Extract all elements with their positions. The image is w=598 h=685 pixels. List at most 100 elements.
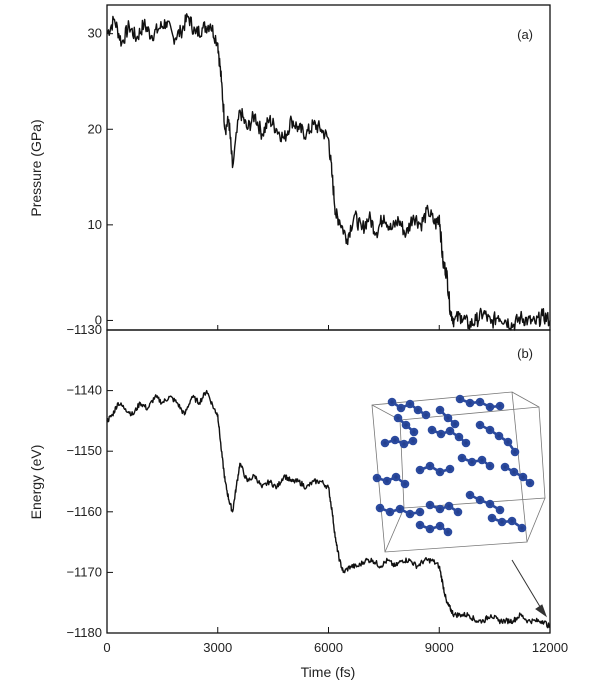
molecule-atom: [475, 420, 485, 430]
panel-b-label: (b): [517, 346, 533, 361]
panel-b-x-ticks: 0 3000 6000 9000 12000: [103, 627, 568, 655]
panel-b-frame: [106, 329, 551, 634]
molecule-atom: [415, 520, 425, 530]
panel-a-y-ticks: 0 10 20 30: [88, 26, 551, 330]
panel-b: −1130 −1140 −1150 −1160 −1170 −1180 0 3000 6000…: [28, 322, 568, 680]
molecule-atom: [399, 439, 409, 449]
molecule-atom: [395, 504, 405, 514]
molecule-atom: [391, 472, 401, 482]
molecule-atom: [445, 426, 455, 436]
molecule-atom: [393, 413, 403, 423]
panel-b-ytick-label: −1170: [66, 564, 102, 579]
molecule-atom: [413, 405, 423, 415]
molecule-atom: [487, 513, 497, 523]
panel-a-ytick-label: 20: [88, 121, 102, 136]
inset-unit-cell-box: [371, 391, 546, 553]
molecule-atom: [382, 476, 392, 486]
molecule-atom: [495, 505, 505, 515]
molecule-atom: [454, 432, 464, 442]
molecule-atom: [485, 425, 495, 435]
molecule-bond: [503, 465, 532, 485]
molecule-atom: [372, 473, 382, 483]
panel-b-xtick-label: 3000: [203, 640, 232, 655]
molecule-atom: [415, 465, 425, 475]
molecule-atom: [401, 420, 411, 430]
molecule-atom: [400, 479, 410, 489]
molecule-atom: [375, 503, 385, 513]
panel-a-label: (a): [517, 27, 533, 42]
molecule-atom: [415, 507, 425, 517]
molecule-atom: [390, 435, 400, 445]
molecule-bond: [383, 438, 415, 446]
molecule-atom: [509, 467, 519, 477]
molecule-atom: [408, 436, 418, 446]
molecule-atom: [436, 429, 446, 439]
panel-a-ytick-label: 0: [95, 312, 102, 327]
molecule-atom: [425, 524, 435, 534]
molecule-atom: [435, 405, 445, 415]
molecule-atom: [485, 461, 495, 471]
panel-a-ytick-label: 30: [88, 26, 102, 41]
molecule-atom: [405, 509, 415, 519]
molecule-atom: [517, 523, 527, 533]
molecule-atom: [477, 455, 487, 465]
molecule-atom: [405, 399, 415, 409]
panel-b-ytick-label: −1130: [66, 322, 102, 337]
panel-a-ylabel: Pressure (GPa): [28, 119, 44, 216]
molecule-atom: [525, 478, 535, 488]
molecule-bond: [490, 516, 524, 530]
molecule-bond: [460, 456, 492, 468]
panel-b-ytick-label: −1180: [66, 625, 102, 640]
inset-molecules: [372, 394, 535, 537]
molecule-bond: [468, 493, 502, 512]
molecule-atom: [465, 490, 475, 500]
molecule-atom: [421, 410, 431, 420]
panel-b-ytick-label: −1160: [66, 504, 102, 519]
molecule-atom: [444, 501, 454, 511]
panel-b-xtick-label: 12000: [532, 640, 568, 655]
molecule-atom: [425, 500, 435, 510]
panel-a: 0 10 20 30 Pressure (GPa) (a): [28, 4, 551, 331]
molecule-atom: [500, 462, 510, 472]
panel-b-ytick-label: −1140: [66, 383, 102, 398]
molecule-atom: [467, 457, 477, 467]
molecule-bond: [428, 503, 460, 514]
panel-b-ylabel: Energy (eV): [28, 445, 44, 520]
panel-b-ytick-label: −1150: [66, 443, 102, 458]
molecule-atom: [445, 464, 455, 474]
molecule-atom: [485, 499, 495, 509]
molecule-atom: [425, 461, 435, 471]
molecule-atom: [497, 517, 507, 527]
panel-b-y-ticks: −1130 −1140 −1150 −1160 −1170 −1180: [66, 322, 113, 640]
molecule-atom: [485, 402, 495, 412]
molecule-atom: [435, 521, 445, 531]
molecule-atom: [507, 516, 517, 526]
molecule-atom: [510, 447, 520, 457]
molecule-atom: [443, 527, 453, 537]
molecule-atom: [380, 438, 390, 448]
molecule-atom: [443, 413, 453, 423]
molecule-atom: [465, 398, 475, 408]
panel-a-series-line: [106, 13, 551, 331]
molecule-atom: [453, 507, 463, 517]
panel-b-xlabel: Time (fs): [301, 664, 356, 680]
molecule-atom: [427, 425, 437, 435]
molecule-bond: [375, 475, 407, 486]
molecule-atom: [435, 504, 445, 514]
panel-a-frame: [106, 4, 551, 331]
molecule-bond: [418, 523, 450, 534]
panel-b-xtick-label: 9000: [425, 640, 454, 655]
molecule-atom: [475, 495, 485, 505]
molecule-atom: [455, 394, 465, 404]
molecule-atom: [461, 438, 471, 448]
molecule-atom: [495, 401, 505, 411]
molecule-atom: [518, 472, 528, 482]
molecule-atom: [475, 397, 485, 407]
molecular-structure-inset: [371, 391, 546, 553]
panel-b-xtick-label: 0: [103, 640, 110, 655]
panel-b-xtick-label: 6000: [314, 640, 343, 655]
molecule-atom: [387, 397, 397, 407]
panel-a-ytick-label: 10: [88, 217, 102, 232]
molecule-atom: [450, 419, 460, 429]
